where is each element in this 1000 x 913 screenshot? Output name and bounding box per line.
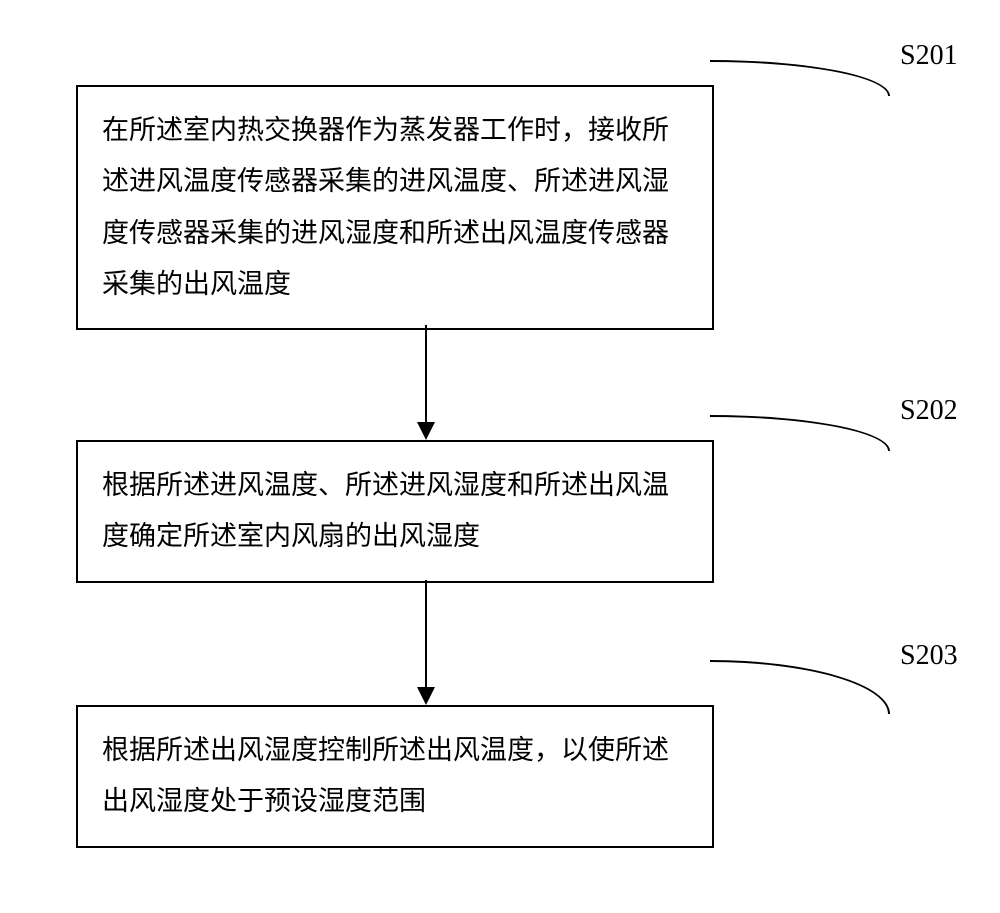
- step-box-s203: 根据所述出风湿度控制所述出风温度，以使所述出风湿度处于预设湿度范围: [76, 705, 714, 848]
- step-box-s202: 根据所述进风温度、所述进风湿度和所述出风温度确定所述室内风扇的出风湿度: [76, 440, 714, 583]
- arrow-line-2: [425, 580, 427, 687]
- arrow-head-1: [417, 422, 435, 440]
- arrow-head-2: [417, 687, 435, 705]
- step-text-s203: 根据所述出风湿度控制所述出风温度，以使所述出风湿度处于预设湿度范围: [102, 735, 669, 816]
- step-label-s202: S202: [900, 395, 958, 427]
- step-label-s203: S203: [900, 640, 958, 672]
- connector-curve-s203: [710, 660, 890, 714]
- connector-curve-s202: [710, 415, 890, 451]
- connector-curve-s201: [710, 60, 890, 96]
- step-box-s201: 在所述室内热交换器作为蒸发器工作时，接收所述进风温度传感器采集的进风温度、所述进…: [76, 85, 714, 330]
- step-text-s201: 在所述室内热交换器作为蒸发器工作时，接收所述进风温度传感器采集的进风温度、所述进…: [102, 115, 669, 299]
- arrow-line-1: [425, 325, 427, 422]
- step-label-s201: S201: [900, 40, 958, 72]
- step-text-s202: 根据所述进风温度、所述进风湿度和所述出风温度确定所述室内风扇的出风湿度: [102, 470, 669, 551]
